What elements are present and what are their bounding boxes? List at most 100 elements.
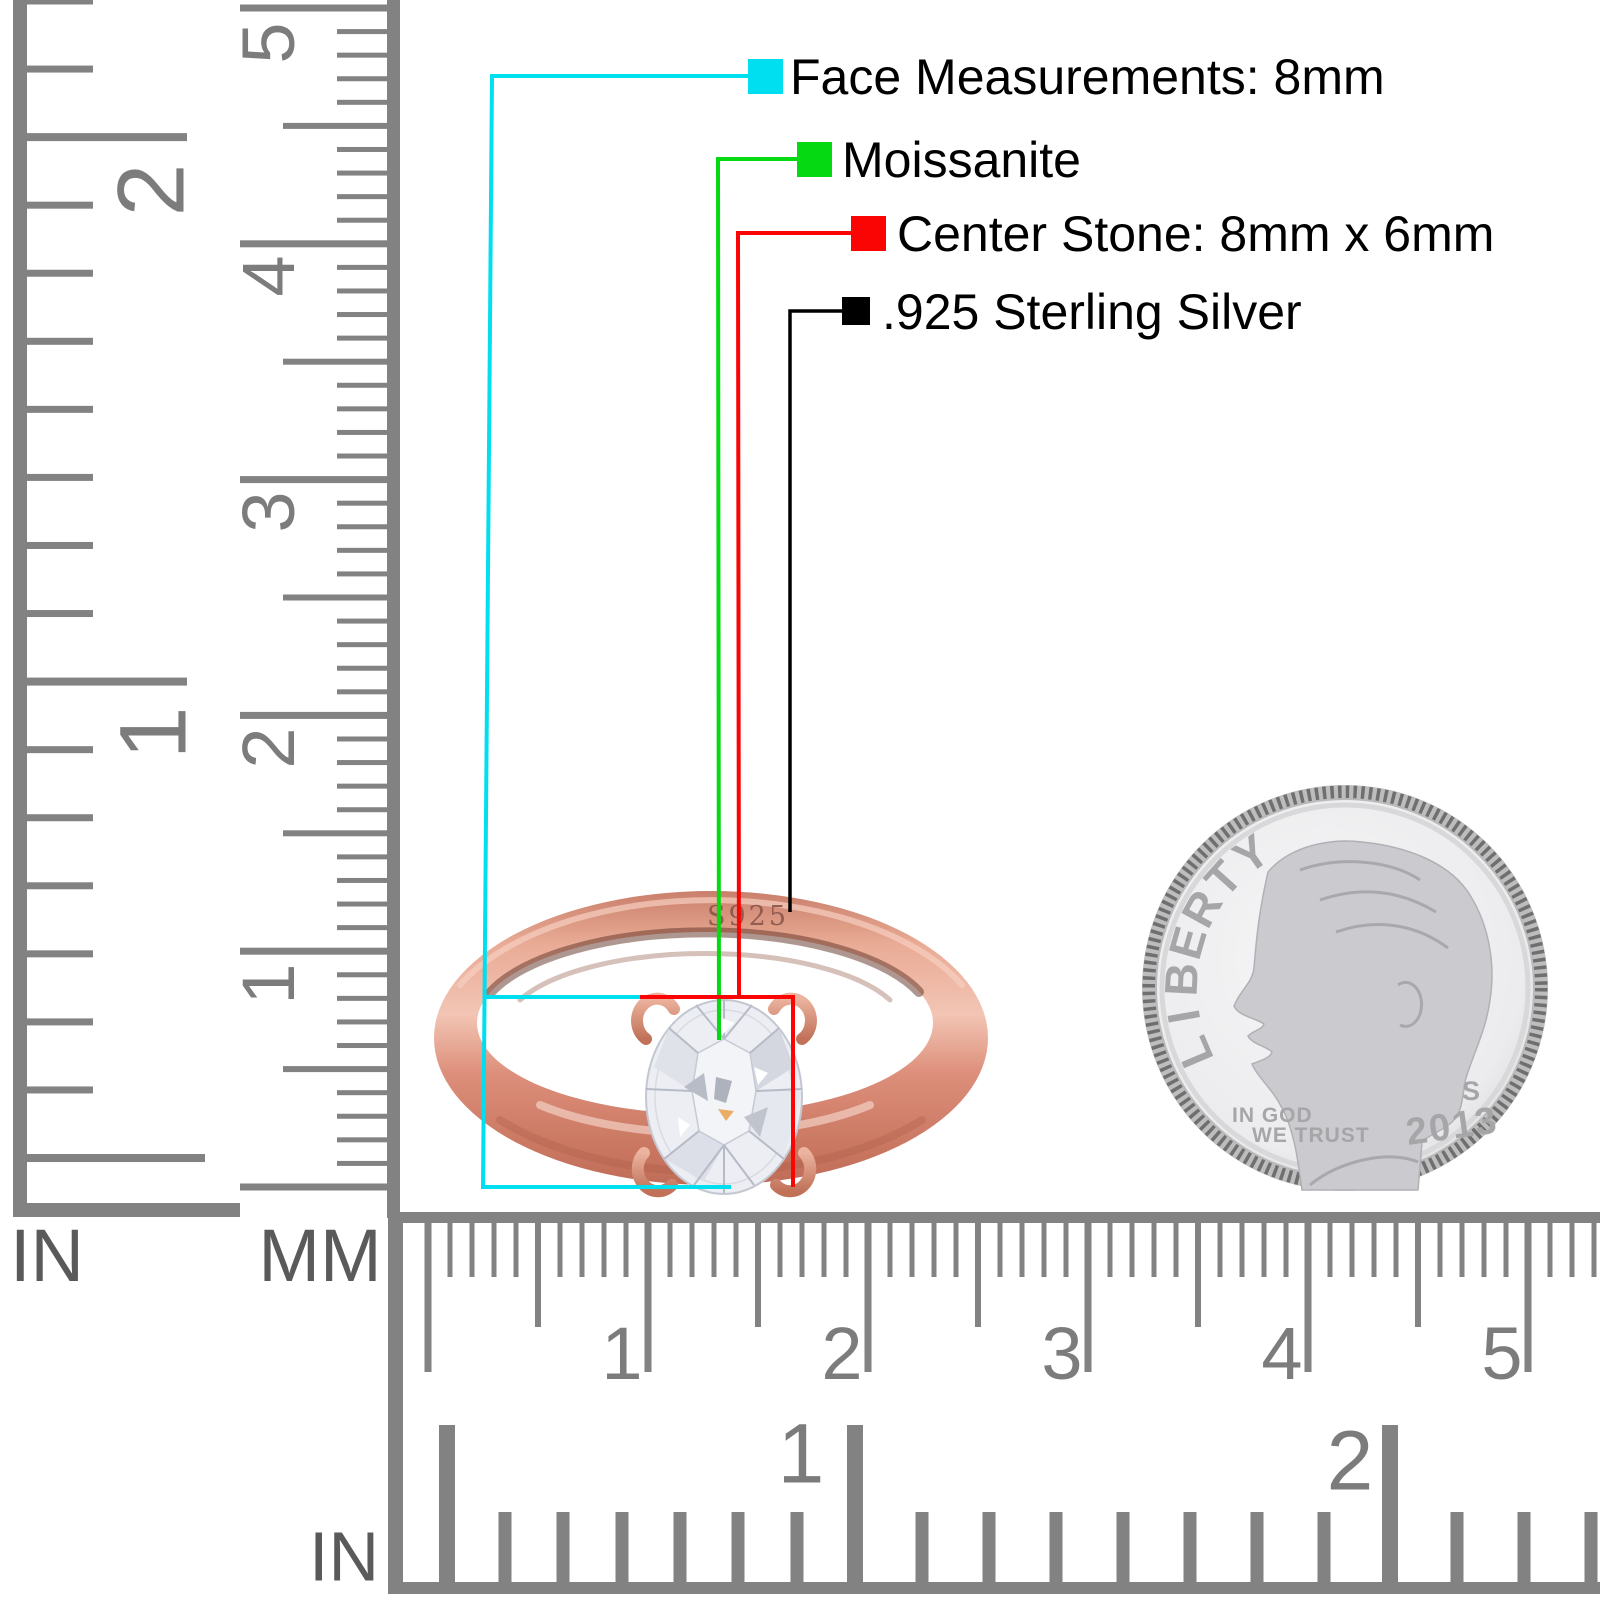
ruler-tick: [337, 854, 387, 860]
ruler-bar: [387, 0, 400, 1218]
ruler-tick: [799, 1223, 805, 1277]
ruler-tick: [283, 594, 387, 601]
ruler-tick: [1195, 1223, 1201, 1327]
ruler-tick: [1217, 1223, 1223, 1277]
ruler-tick: [337, 1090, 387, 1096]
prong-lower-right: [770, 1147, 817, 1198]
ruler-tick: [1183, 1512, 1197, 1582]
ruler-number: 1: [601, 1312, 642, 1395]
ruler-tick: [667, 1223, 673, 1277]
ruler-tick: [27, 1154, 205, 1163]
ruler-tick: [337, 642, 387, 648]
prong-upper-right: [768, 992, 817, 1045]
ruler-tick: [27, 337, 93, 345]
ruler-tick: [337, 312, 387, 318]
ruler-tick: [1591, 1223, 1597, 1277]
callout-line-face-measurements: [480, 74, 748, 1189]
ruler-tick: [469, 1223, 475, 1277]
stone-sparkle: [720, 1017, 734, 1035]
ruler-tick: [1349, 1223, 1355, 1277]
ruler-tick: [27, 814, 93, 822]
coin-reeding: [1142, 785, 1548, 1191]
ruler-number: 2: [227, 727, 310, 768]
legend-swatch-moissanite: [797, 142, 832, 177]
ruler-tick: [337, 264, 387, 270]
ruler-tick: [337, 689, 387, 695]
ruler-tick: [27, 677, 187, 686]
ruler-tick: [909, 1223, 915, 1277]
ruler-tick: [673, 1512, 687, 1582]
ruler-tick: [27, 473, 93, 481]
ruler-tick: [337, 1160, 387, 1166]
prong-lower-left: [631, 1147, 678, 1198]
ruler-tick: [283, 358, 387, 365]
ruler-tick: [1084, 1223, 1092, 1372]
legend-swatch-face-measurements: [748, 59, 783, 94]
ruler-bar: [13, 0, 27, 1217]
ruler-tick: [513, 1223, 519, 1277]
ruler-tick: [644, 1223, 652, 1372]
ruler-tick: [447, 1223, 453, 1277]
coin-liberty-letter: B: [1154, 961, 1208, 997]
ruler-tick: [337, 29, 387, 35]
stone-facet-dark: [714, 1077, 732, 1103]
ruler-tick: [337, 783, 387, 789]
ruler-tick: [337, 571, 387, 577]
ruler-tick: [283, 1066, 387, 1073]
ruler-tick: [1151, 1223, 1157, 1277]
stone-sparkle: [678, 1117, 690, 1137]
ruler-tick: [27, 610, 93, 618]
ruler-tick: [915, 1512, 929, 1582]
ruler-bar: [395, 1212, 1600, 1223]
ruler-tick: [777, 1223, 783, 1277]
legend-swatch-sterling-silver: [842, 297, 870, 325]
ruler-tick: [1283, 1223, 1289, 1277]
prong-upper-left: [631, 992, 680, 1045]
ruler-tick: [1304, 1223, 1312, 1372]
ruler-tick: [27, 882, 93, 890]
ruler-tick: [1173, 1223, 1179, 1277]
ruler-tick: [498, 1512, 512, 1582]
ruler-tick: [1063, 1223, 1069, 1277]
ruler-tick: [240, 476, 387, 484]
ruler-tick: [1503, 1223, 1509, 1277]
ruler-tick: [733, 1223, 739, 1277]
ruler-tick: [337, 1019, 387, 1025]
ruler-tick: [535, 1223, 541, 1327]
ruler-tick: [755, 1223, 761, 1327]
ruler-number: 2: [98, 164, 204, 217]
ruler-tick: [337, 52, 387, 58]
ruler-bar: [388, 1212, 403, 1593]
ruler-tick: [337, 500, 387, 506]
ruler-tick: [557, 1223, 563, 1277]
ring-inner-shadow: [486, 927, 924, 997]
ruler-tick: [27, 65, 93, 73]
ring-outer-highlight: [457, 897, 965, 988]
ruler-tick: [337, 547, 387, 553]
ruler-unit-label: IN: [10, 1214, 84, 1297]
ruler-tick: [1517, 1512, 1531, 1582]
portrait-shading: [1299, 860, 1449, 1187]
stone-facet: [664, 1131, 724, 1181]
ruler-tick: [864, 1223, 872, 1372]
ruler-tick: [27, 950, 93, 958]
ruler-tick: [337, 995, 387, 1001]
legend-label-sterling-silver: .925 Sterling Silver: [882, 284, 1302, 340]
stone-facet-dark: [744, 1107, 768, 1137]
ruler-tick: [1041, 1223, 1047, 1277]
ruler-tick: [931, 1223, 937, 1277]
ruler-tick: [982, 1512, 996, 1582]
ruler-tick: [337, 618, 387, 624]
ruler-number: 5: [227, 22, 310, 63]
callout-annotations: Face Measurements: 8mm Moissanite Center S…: [480, 49, 1494, 1189]
ruler-tick: [337, 901, 387, 907]
ruler-unit-label: MM: [258, 1214, 381, 1297]
ruler-tick: [337, 665, 387, 671]
ruler-tick: [689, 1223, 695, 1277]
coin-motto-line1: IN GOD: [1232, 1104, 1313, 1127]
ruler-tick: [283, 122, 387, 129]
ruler-tick: [821, 1223, 827, 1277]
ruler-number: 2: [1327, 1413, 1374, 1507]
callout-line-center-stone: [640, 231, 851, 1187]
